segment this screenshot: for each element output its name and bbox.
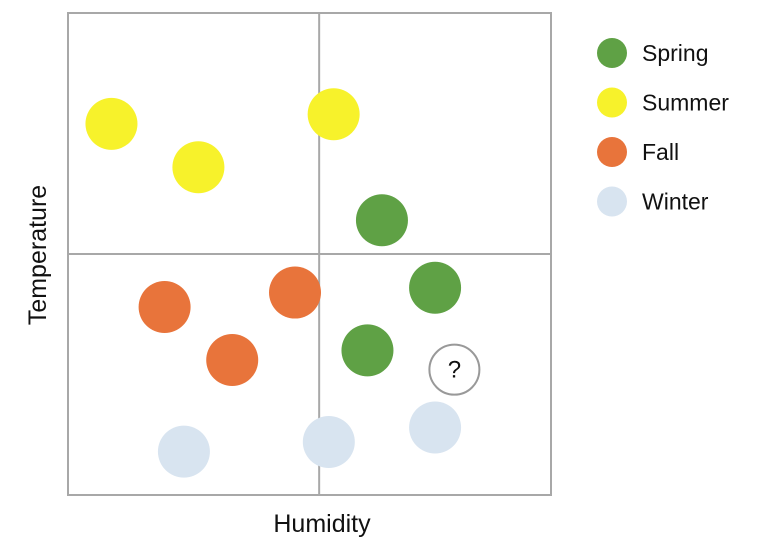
legend-item-spring: Spring bbox=[597, 38, 708, 68]
spring-point-3 bbox=[341, 324, 394, 377]
spring-point-2 bbox=[409, 261, 462, 314]
legend: Spring Summer Fall Winter bbox=[597, 38, 729, 217]
legend-item-winter: Winter bbox=[597, 186, 709, 217]
unknown-point-label: ? bbox=[448, 357, 461, 384]
winter-point-1 bbox=[157, 425, 210, 478]
legend-label-summer: Summer bbox=[642, 90, 729, 116]
legend-label-fall: Fall bbox=[642, 139, 679, 165]
winter-point-2 bbox=[302, 415, 355, 468]
spring-point-1 bbox=[355, 194, 408, 247]
summer-point-1 bbox=[85, 97, 138, 150]
legend-label-winter: Winter bbox=[642, 189, 709, 215]
legend-marker-fall bbox=[597, 137, 627, 167]
fall-point-3 bbox=[206, 334, 259, 387]
legend-item-summer: Summer bbox=[597, 87, 729, 118]
y-axis-label: Temperature bbox=[24, 185, 52, 325]
data-points bbox=[85, 88, 462, 478]
summer-point-2 bbox=[172, 141, 225, 194]
fall-point-2 bbox=[269, 266, 322, 319]
unknown-point bbox=[428, 343, 481, 396]
winter-point-3 bbox=[409, 401, 462, 454]
fall-point-1 bbox=[138, 281, 191, 334]
legend-label-spring: Spring bbox=[642, 40, 708, 66]
summer-point-3 bbox=[307, 88, 360, 141]
legend-item-fall: Fall bbox=[597, 137, 679, 167]
unknown-point-group: ? bbox=[428, 343, 481, 396]
legend-marker-summer bbox=[597, 87, 627, 118]
x-axis-label: Humidity bbox=[273, 510, 371, 538]
legend-marker-spring bbox=[597, 38, 627, 68]
legend-marker-winter bbox=[597, 186, 627, 217]
